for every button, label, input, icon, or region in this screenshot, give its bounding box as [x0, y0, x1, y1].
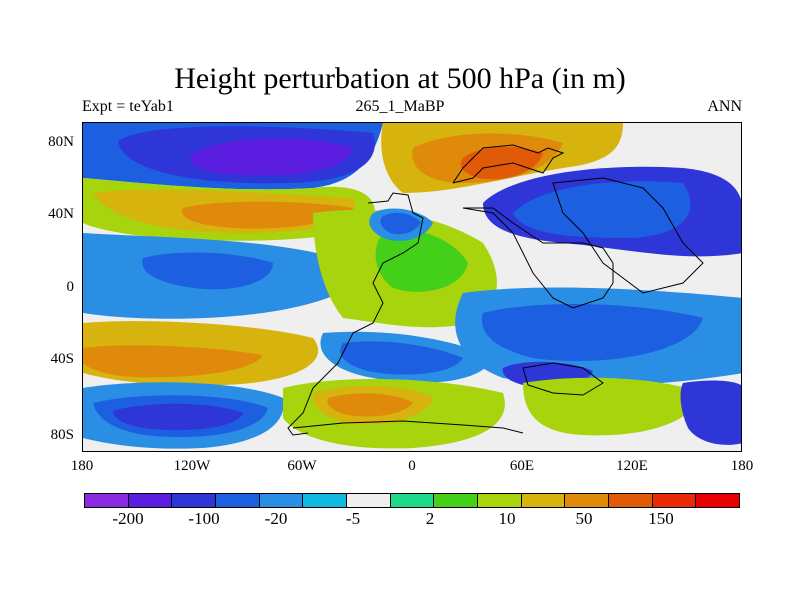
colorbar-box-9	[478, 494, 522, 507]
colorbar-label-neg20: -20	[264, 509, 288, 528]
colorbar-box-3	[216, 494, 260, 507]
map-panel	[82, 122, 742, 452]
xtick-60e: 60E	[509, 458, 535, 474]
europe-outline	[452, 144, 565, 184]
south-east-core	[482, 303, 703, 362]
colorbar-label-neg200: -200	[112, 509, 144, 528]
colorbar-label-2: 2	[425, 509, 435, 528]
americas-outline	[287, 192, 424, 436]
north-high-core	[460, 146, 543, 180]
colorbar-box-12	[609, 494, 653, 507]
colorbar-label-50: 50	[575, 509, 593, 528]
tropical-west-core	[142, 252, 273, 290]
colorbar-box-2	[172, 494, 217, 507]
season-label: ANN	[707, 98, 742, 115]
colorbar-box-14	[696, 494, 740, 507]
antarctic-orange	[327, 393, 413, 417]
xtick-120e: 120E	[616, 458, 648, 474]
xtick-180-east: 180	[730, 458, 754, 474]
colorbar-box-13	[652, 494, 697, 507]
ytick-80s: 80S	[50, 427, 74, 443]
colorbar-label-neg5: -5	[345, 509, 361, 528]
south-east-green	[523, 377, 703, 436]
colorbar-box-1	[128, 494, 173, 507]
colorbar-label-150: 150	[648, 509, 674, 528]
south-east-edge-low	[680, 380, 741, 445]
southern-ocean-deep	[113, 403, 243, 431]
asia-outline	[552, 177, 704, 294]
colorbar-box-5	[303, 494, 348, 507]
contour-field	[83, 123, 741, 451]
xtick-60w: 60W	[287, 458, 317, 474]
tropical-central-green	[375, 229, 468, 292]
midlat-orange-core	[182, 201, 353, 229]
colorbar-box-4	[259, 494, 304, 507]
small-low-core	[380, 212, 421, 235]
period-label: 265_1_MaBP	[355, 98, 445, 115]
colorbar-box-11	[565, 494, 610, 507]
ytick-0: 0	[66, 279, 75, 295]
colorbar-box-10	[521, 494, 566, 507]
xtick-0: 0	[408, 458, 416, 474]
colorbar-label-10: 10	[498, 509, 516, 528]
colorbar-box-6	[347, 494, 391, 507]
ytick-80n: 80N	[48, 134, 74, 150]
africa-outline	[462, 207, 614, 309]
xtick-180-west: 180	[70, 458, 94, 474]
colorbar-label-neg100: -100	[188, 509, 220, 528]
colorbar-box-0	[85, 494, 129, 507]
experiment-label: Expt = teYab1	[82, 98, 174, 115]
ytick-40s: 40S	[50, 351, 74, 367]
south-west-orange	[83, 345, 263, 378]
colorbar-box-7	[390, 494, 435, 507]
australia-outline	[522, 362, 604, 396]
xtick-120w: 120W	[173, 458, 211, 474]
colorbar-box-8	[434, 494, 479, 507]
plot-title: Height perturbation at 500 hPa (in m)	[174, 62, 626, 95]
south-central-core	[340, 341, 463, 375]
north-core-low	[190, 138, 353, 176]
colorbar	[84, 493, 740, 508]
continent-outlines	[287, 144, 704, 436]
ytick-40n: 40N	[48, 206, 74, 222]
antarctica-outline	[292, 420, 524, 434]
